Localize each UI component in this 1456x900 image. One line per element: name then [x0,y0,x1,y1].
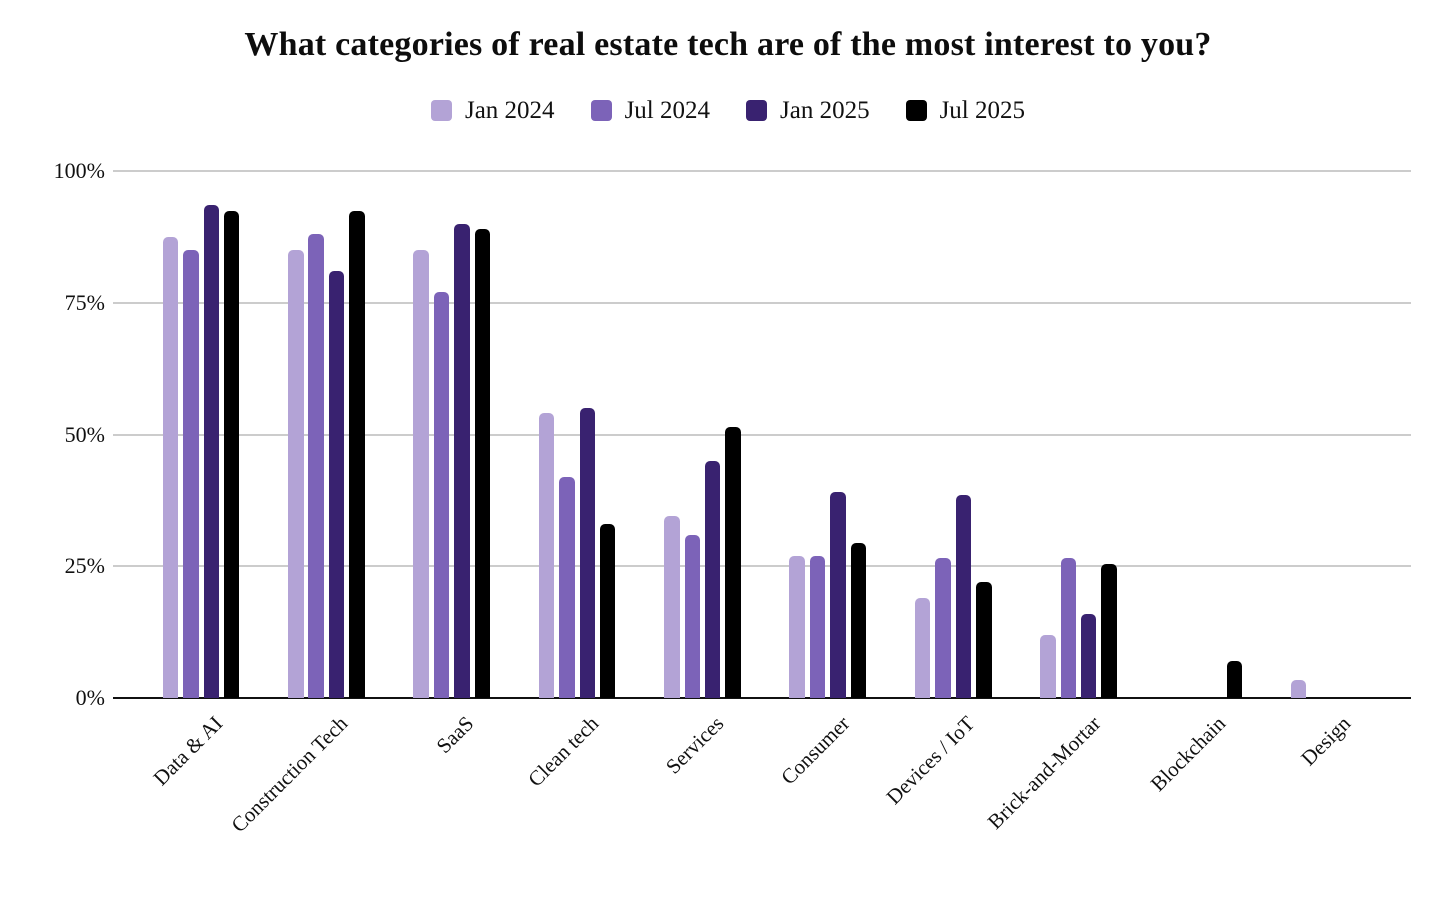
x-axis-line [113,697,1411,699]
bar-services-jul-2024 [684,534,700,698]
bar-blockchain-jul-2025 [1226,661,1243,698]
x-axis-category-label: Design [1296,711,1356,771]
x-axis-category-label: Clean tech [523,711,604,792]
x-axis-category-label: Construction Tech [226,711,353,838]
gridline [113,433,1411,436]
bar-brick-and-mortar-jan-2025 [1080,613,1097,698]
bar-devices-iot-jul-2024 [935,558,951,698]
gridline [113,301,1411,304]
bar-clean-tech-jan-2025 [579,408,596,698]
bar-data-ai-jan-2025 [203,205,219,698]
y-axis-tick-label: 50% [64,421,105,447]
x-axis-category-label: Services [661,711,729,779]
legend-label: Jan 2024 [464,97,555,124]
bar-services-jan-2024 [664,516,680,698]
legend-swatch-icon [905,100,927,121]
x-axis-category-label: SaaS [431,711,479,758]
chart-title: What categories of real estate tech are … [244,26,1212,63]
bar-consumer-jan-2024 [789,555,805,698]
bar-clean-tech-jul-2025 [599,524,616,698]
y-axis-tick-label: 100% [53,158,105,183]
bar-brick-and-mortar-jul-2024 [1060,558,1077,698]
x-axis-category-label: Brick-and-Mortar [982,711,1105,834]
bar-clean-tech-jul-2024 [559,476,575,698]
legend-item-jan-2024: Jan 2024 [430,97,555,124]
x-axis-category-label: Consumer [776,711,855,790]
bar-devices-iot-jan-2025 [955,495,972,698]
bar-construction-tech-jul-2024 [308,234,324,698]
legend-item-jul-2025: Jul 2025 [905,97,1026,124]
bar-design-jan-2024 [1290,679,1307,698]
x-axis-category-label: Data & AI [148,711,228,791]
legend-item-jan-2025: Jan 2025 [746,98,870,123]
bar-brick-and-mortar-jan-2024 [1040,634,1056,698]
bar-saas-jul-2024 [433,292,450,698]
x-axis-category-label: Devices / IoT [881,711,980,810]
legend-label: Jul 2024 [624,97,710,124]
bar-data-ai-jul-2024 [183,250,199,698]
gridline [113,170,1411,172]
x-axis-category-label: Blockchain [1145,711,1231,796]
bar-construction-tech-jan-2025 [328,271,345,698]
bar-construction-tech-jan-2024 [288,250,304,698]
bar-data-ai-jul-2025 [223,210,240,698]
y-axis-tick-label: 0% [75,685,105,710]
legend-label: Jul 2025 [939,97,1026,124]
legend-label: Jan 2025 [780,97,870,124]
bar-saas-jan-2024 [413,250,429,698]
legend-swatch-icon [590,100,612,121]
bar-saas-jul-2025 [474,228,491,698]
y-axis-tick-label: 25% [64,553,105,579]
bar-consumer-jul-2025 [850,542,867,698]
bar-devices-iot-jul-2025 [976,582,992,698]
bar-clean-tech-jan-2024 [538,413,555,698]
y-axis-tick-label: 75% [64,289,105,315]
bar-services-jul-2025 [725,426,741,698]
bar-devices-iot-jan-2024 [914,597,931,698]
legend-swatch-icon [746,100,767,121]
bar-brick-and-mortar-jul-2025 [1101,563,1117,698]
legend-swatch-icon [430,100,452,121]
bar-consumer-jan-2025 [830,492,846,698]
bar-consumer-jul-2024 [809,555,826,698]
bar-services-jan-2025 [704,460,721,698]
legend-item-jul-2024: Jul 2024 [590,97,710,124]
bar-saas-jan-2025 [454,223,470,698]
bar-construction-tech-jul-2025 [349,210,365,698]
bar-data-ai-jan-2024 [162,236,179,698]
chart-legend: Jan 2024 Jul 2024 Jan 2025 Jul 2025 [0,98,1456,123]
gridline [113,565,1411,568]
